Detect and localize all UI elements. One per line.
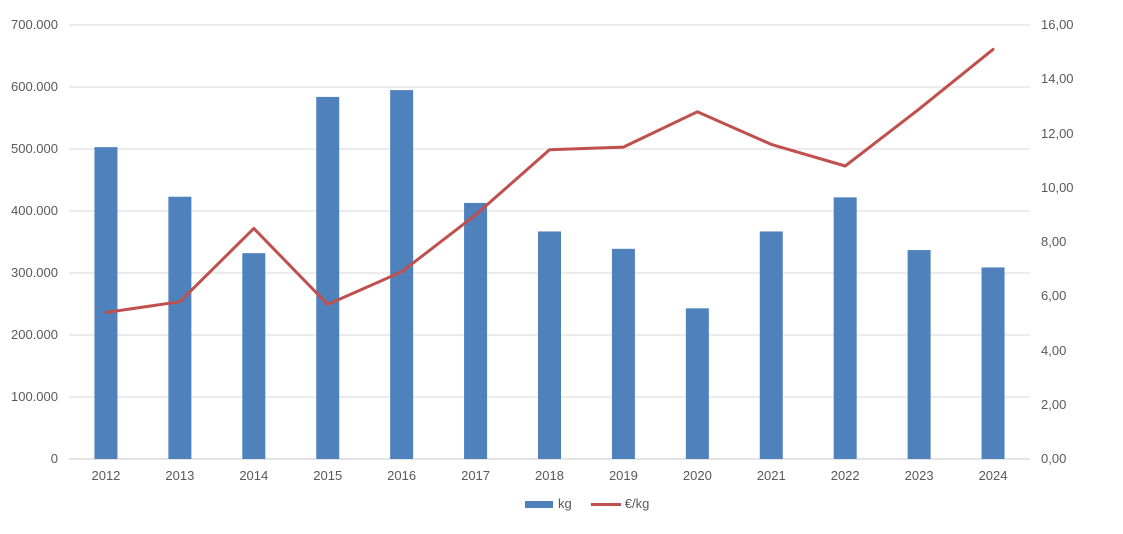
right-axis-tick-label: 14,00 <box>1041 71 1074 87</box>
bar-2015 <box>316 96 340 460</box>
x-axis-year-label: 2022 <box>830 468 860 483</box>
left-axis-tick-label: 200.000 <box>11 327 58 342</box>
legend-kg-label: kg <box>558 496 572 511</box>
left-axis-tick-label: 500.000 <box>11 141 58 156</box>
right-axis-tick-label: 6,00 <box>1041 288 1067 304</box>
x-axis-year-label: 2021 <box>756 468 786 483</box>
right-axis-tick-label: 16,00 <box>1041 17 1074 32</box>
kg-series-swatch <box>525 500 553 508</box>
bar-2024 <box>981 267 1005 459</box>
x-axis-year-label: 2020 <box>682 468 712 483</box>
left-axis-tick-label: 0 <box>50 451 58 466</box>
bar-2014 <box>242 253 266 459</box>
x-axis-year-label: 2014 <box>239 468 269 483</box>
legend: kg €/kg <box>525 494 649 514</box>
right-axis-tick-label: 10,00 <box>1041 179 1074 195</box>
x-axis-year-label: 2016 <box>387 468 417 483</box>
bar-2016 <box>390 90 414 459</box>
x-axis-year-label: 2015 <box>313 468 343 483</box>
price-line <box>104 47 995 314</box>
bar-2020 <box>685 308 709 459</box>
legend-item-kg: kg <box>525 494 572 514</box>
left-axis-tick-label: 700.000 <box>11 17 58 32</box>
left-axis-tick-label: 600.000 <box>11 79 58 94</box>
bar-2017 <box>464 202 488 459</box>
x-axis-year-label: 2012 <box>91 468 121 483</box>
bar-2021 <box>759 231 783 459</box>
x-axis-year-label: 2018 <box>535 468 564 483</box>
left-axis-tick-label: 300.000 <box>11 265 58 280</box>
x-axis-year-label: 2017 <box>461 468 491 483</box>
bar-2013 <box>168 196 192 460</box>
x-axis-year-label: 2019 <box>608 468 638 483</box>
bar-2023 <box>907 250 931 459</box>
x-axis-year-label: 2013 <box>165 468 195 483</box>
price-series-swatch <box>590 502 621 506</box>
right-axis-tick-label: 12,00 <box>1041 125 1074 141</box>
bar-2018 <box>538 231 561 459</box>
left-axis-tick-label: 100.000 <box>11 389 58 404</box>
right-axis-tick-label: 0,00 <box>1041 451 1067 466</box>
bar-2019 <box>611 248 635 459</box>
legend-price-label: €/kg <box>624 496 650 511</box>
legend-item-price: €/kg <box>590 494 650 514</box>
right-axis-tick-label: 2,00 <box>1041 396 1067 412</box>
right-axis-tick-label: 8,00 <box>1041 234 1067 249</box>
bar-2012 <box>94 147 118 459</box>
left-axis-tick-label: 400.000 <box>11 203 58 218</box>
x-axis-year-label: 2023 <box>904 468 934 483</box>
x-axis-year-label: 2024 <box>978 468 1008 483</box>
right-axis-tick-label: 4,00 <box>1041 342 1067 358</box>
bar-2022 <box>833 197 857 460</box>
